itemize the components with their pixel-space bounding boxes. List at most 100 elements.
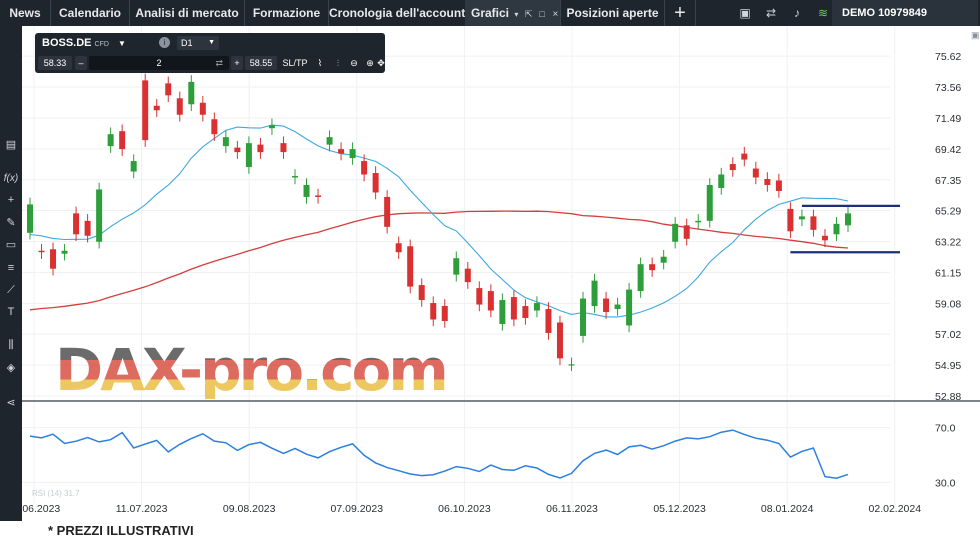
tab-calendario[interactable]: Calendario [58,6,121,20]
price-tick-label: 67.35 [935,175,961,187]
rsi-line [29,429,849,479]
candle-body [418,285,425,301]
connection-icon[interactable]: ⇄ [765,6,777,20]
fibonacci-icon[interactable]: ≡ [7,262,15,274]
share-icon[interactable]: ⋖ [6,397,16,409]
slow-moving-average-line [29,210,849,311]
candle-body [188,81,195,105]
close-icon[interactable]: × [552,9,559,20]
account-selector[interactable]: DEMO 10979849 ▼ [832,0,978,26]
collapse-pane-icon: ▣ [971,30,980,40]
candle-body [291,176,298,178]
candle-body [407,246,414,287]
candle-body [591,280,598,307]
swap-icon: ⇄ [215,58,223,68]
caret-down-icon[interactable]: ▾ [514,10,519,19]
tab-formazione[interactable]: Formazione [252,6,321,20]
date-tick-label: 02.02.2024 [869,503,922,515]
layout-icon[interactable]: ▣ [739,6,751,20]
indicators-icon[interactable]: ⫼ [8,339,14,351]
candle-body [280,143,287,153]
candle-body [176,98,183,115]
price-chart[interactable]: 75.62 73.56 71.49 69.42 67.35 65.29 63.22 61.15… [8,26,980,521]
add-tab-button[interactable]: + [674,2,686,24]
tab-grafici[interactable]: Grafici ▾ ⇱ □ × [465,0,560,26]
candle-body [821,235,828,241]
pencil-icon[interactable]: ✎ [6,217,16,229]
function-icon[interactable]: f(x) [3,173,19,184]
tab-cronologia-account[interactable]: Cronologia dell'account [329,6,466,20]
sl-tp-button[interactable]: SL/TP [282,58,308,68]
channel-icon[interactable]: ⟋ [7,284,15,296]
tab-analisi-di-mercato[interactable]: Analisi di mercato [135,6,239,20]
quantity-input[interactable]: 2 ⇄ [89,56,229,70]
bid-price[interactable]: 58.33 [38,56,72,70]
top-tools: ▣ ⇄ ♪ ≋ [738,0,830,26]
price-tick-label: 69.42 [935,144,961,156]
chart-type-icon[interactable]: ▤ [5,139,17,151]
candle-body [741,153,748,160]
layers-icon[interactable]: ◈ [6,362,16,374]
candle-body [545,309,552,333]
candle-body [580,298,587,336]
line-chart-icon[interactable]: ⌇ [317,58,323,68]
price-tick-label: 57.02 [935,329,961,341]
candle-body [810,216,817,230]
candle-body [752,168,759,178]
candle-body [27,204,33,233]
text-tool-icon[interactable]: T [7,306,15,318]
candle-body [222,137,229,147]
candle-body [626,289,633,326]
price-tick-label: 65.29 [935,206,961,218]
wifi-icon: ≋ [817,6,829,20]
timeframe-selector[interactable]: D1 ▼ [177,36,219,50]
candle-body [395,243,402,253]
candle-body [453,258,460,275]
date-tick-label: 09.08.2023 [223,503,276,515]
symbol-caret-icon[interactable]: ▼ [117,39,126,48]
footer: * PREZZI ILLUSTRATIVI [0,521,980,541]
rsi-indicator-label: RSI (14) 31.7 [32,489,80,498]
candle-body [326,137,333,145]
fast-moving-average-line [29,124,849,318]
date-tick-label: 05.12.2023 [653,503,706,515]
candle-body [441,306,448,321]
tab-divider [244,0,245,26]
tab-divider [560,0,561,26]
increase-quantity-button[interactable]: + [231,56,243,70]
tab-grafici-label: Grafici [471,6,510,20]
date-tick-label: 08.01.2024 [761,503,814,515]
disclaimer-text: * PREZZI ILLUSTRATIVI [48,523,194,538]
candle-body [775,180,782,191]
ask-price[interactable]: 58.55 [245,56,277,70]
candle-body [372,173,379,193]
rectangle-icon[interactable]: ▭ [5,239,17,251]
zoom-out-icon[interactable]: ⊖ [350,58,358,68]
candle-body [787,208,794,232]
price-tick-label: 54.95 [935,360,961,372]
zoom-in-icon[interactable]: ⊕ [366,58,374,68]
candle-body [107,134,114,147]
price-tick-label: 71.49 [935,113,961,125]
popout-icon[interactable]: ⇱ [524,9,533,19]
candle-body [315,195,322,197]
candle-body [649,264,656,271]
candle-body [119,131,126,150]
account-number: 10979849 [878,7,928,19]
candle-body [73,213,80,235]
tab-divider [664,0,665,26]
bell-icon[interactable]: ♪ [794,6,800,20]
info-icon[interactable]: i [159,37,170,48]
bar-style-icon[interactable]: ⫶ [336,58,340,68]
tab-news[interactable]: News [9,6,41,20]
pan-icon[interactable]: ✥ [377,58,385,68]
maximize-icon[interactable]: □ [539,9,545,19]
symbol-selector[interactable]: BOSS.DE CFD ▼ [42,37,126,49]
decrease-quantity-button[interactable]: – [75,56,87,70]
candle-body [165,83,172,96]
candle-body [153,105,160,111]
crosshair-icon[interactable]: + [7,194,15,206]
chart-area[interactable]: 75.62 73.56 71.49 69.42 67.35 65.29 63.22 61.15… [8,26,980,521]
candle-body [614,304,621,310]
tab-posizioni-aperte[interactable]: Posizioni aperte [566,6,659,20]
